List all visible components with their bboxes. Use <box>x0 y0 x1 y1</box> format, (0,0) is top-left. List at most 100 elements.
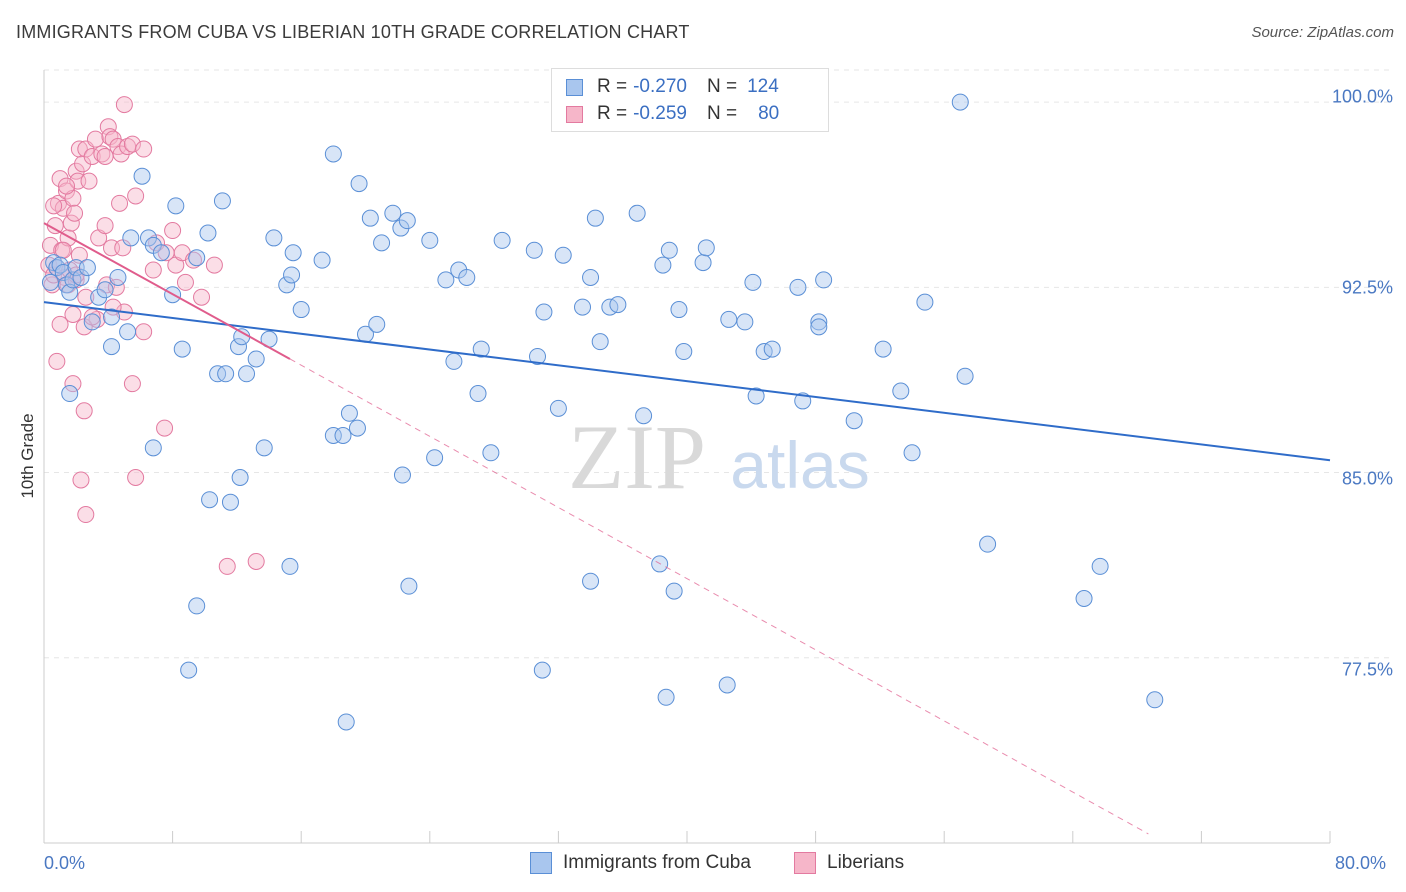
cuba-point <box>437 271 455 289</box>
cuba-point <box>384 204 402 222</box>
legend-swatch-cuba <box>530 852 552 874</box>
stats-row-liberia: R = -0.259 N = 80 <box>566 102 779 126</box>
stats-box: R = -0.270 N = 124 R = -0.259 N = 80 <box>551 68 829 132</box>
legend-item-liberia: Liberians <box>794 852 904 874</box>
n-value: 124 <box>747 76 779 97</box>
liberia-point <box>164 222 182 240</box>
cuba-point <box>400 577 418 595</box>
legend-swatch-liberia <box>794 852 816 874</box>
liberia-point <box>45 197 63 215</box>
cuba-point <box>72 268 90 286</box>
legend-label-liberia: Liberians <box>827 852 905 873</box>
cuba-point <box>213 192 231 210</box>
cuba-point <box>324 427 342 445</box>
cuba-point <box>529 347 547 365</box>
cuba-point <box>794 392 812 410</box>
cuba-point <box>180 661 198 679</box>
liberia-point <box>123 135 141 153</box>
cuba-point <box>103 338 121 356</box>
cuba-point <box>482 444 500 462</box>
cuba-point <box>670 301 688 319</box>
cuba-point <box>525 241 543 259</box>
liberia-point <box>80 172 98 190</box>
x-tick-label: 0.0% <box>44 853 86 873</box>
liberia-point <box>86 130 104 148</box>
stats-row-cuba: R = -0.270 N = 124 <box>566 75 779 99</box>
cuba-point <box>628 204 646 222</box>
cuba-point <box>233 328 251 346</box>
liberia-point <box>75 402 93 420</box>
cuba-point <box>533 661 551 679</box>
cuba-point <box>361 209 379 227</box>
liberia-point <box>48 352 66 370</box>
cuba-point <box>109 268 127 286</box>
y-tick-label: 92.5% <box>1341 277 1393 298</box>
liberia-point <box>127 468 145 486</box>
cuba-point <box>334 427 352 445</box>
cuba-point <box>188 249 206 267</box>
cuba-point <box>874 340 892 358</box>
liberia-point <box>205 256 223 274</box>
cuba-point <box>217 365 235 383</box>
cuba-swatch <box>566 78 583 96</box>
cuba-point <box>956 367 974 385</box>
watermark-atlas: atlas <box>730 428 869 502</box>
cuba-point <box>421 231 439 249</box>
cuba-point <box>675 343 693 361</box>
cuba-point <box>789 278 807 296</box>
cuba-point <box>373 234 391 252</box>
liberia-point <box>247 552 265 570</box>
cuba-point <box>83 313 101 331</box>
liberia-point <box>93 145 111 163</box>
watermark-zip: ZIP <box>568 406 706 508</box>
cuba-point <box>654 256 672 274</box>
chart-title: IMMIGRANTS FROM CUBA VS LIBERIAN 10TH GR… <box>16 22 690 42</box>
cuba-point <box>665 582 683 600</box>
cuba-point <box>951 93 969 111</box>
r-value: -0.270 <box>633 76 687 97</box>
liberia-point <box>83 147 101 165</box>
cuba-point <box>582 268 600 286</box>
liberia-point <box>156 419 174 437</box>
cuba-point <box>247 350 265 368</box>
cuba-point <box>265 229 283 247</box>
cuba-point <box>747 387 765 405</box>
cuba-point <box>979 535 997 553</box>
cuba-point <box>201 491 219 509</box>
cuba-point <box>173 340 191 358</box>
cuba-point <box>133 167 151 185</box>
cuba-point <box>718 676 736 694</box>
liberia-point <box>135 323 153 341</box>
cuba-point <box>292 301 310 319</box>
cuba-point <box>1075 590 1093 608</box>
cuba-point <box>188 597 206 615</box>
cuba-point <box>810 313 828 331</box>
cuba-point <box>586 209 604 227</box>
cuba-point <box>1146 691 1164 709</box>
cuba-point <box>167 197 185 215</box>
cuba-point <box>337 713 355 731</box>
source-label: Source: ZipAtlas.com <box>1251 24 1394 41</box>
cuba-point <box>582 572 600 590</box>
cuba-point <box>122 229 140 247</box>
liberia-point <box>184 251 202 269</box>
cuba-point <box>810 318 828 336</box>
r-label: R = <box>597 103 628 124</box>
liberia-point <box>88 310 106 328</box>
liberia-point <box>66 204 84 222</box>
liberia-point <box>115 96 133 114</box>
cuba-point <box>324 145 342 163</box>
y-tick-label: 85.0% <box>1341 468 1393 489</box>
cuba-point <box>350 175 368 193</box>
cuba-point <box>61 385 79 403</box>
liberia-point <box>51 315 69 333</box>
legend-item-cuba: Immigrants from Cuba <box>530 852 751 874</box>
n-label: N = <box>706 76 738 97</box>
liberia-point <box>144 261 162 279</box>
liberia-point <box>123 375 141 393</box>
cuba-point <box>469 385 487 403</box>
cuba-point <box>694 254 712 272</box>
cuba-point <box>609 296 627 314</box>
liberia-trend-line <box>43 222 291 360</box>
